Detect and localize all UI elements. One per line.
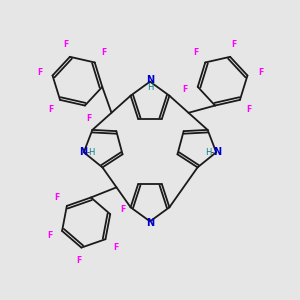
Text: F: F xyxy=(246,105,252,114)
Text: H: H xyxy=(205,148,212,157)
Text: F: F xyxy=(48,105,54,114)
Text: F: F xyxy=(37,68,42,77)
Text: N: N xyxy=(146,75,154,85)
Text: F: F xyxy=(182,85,188,94)
Text: N: N xyxy=(146,218,154,228)
Text: -: - xyxy=(86,148,89,157)
Text: F: F xyxy=(258,68,263,77)
Text: H: H xyxy=(88,148,95,157)
Text: -: - xyxy=(211,148,214,157)
Text: F: F xyxy=(113,243,118,252)
Text: N: N xyxy=(79,147,87,157)
Text: N: N xyxy=(213,147,221,157)
Text: F: F xyxy=(231,40,237,49)
Text: F: F xyxy=(63,40,69,49)
Text: F: F xyxy=(86,114,92,123)
Text: F: F xyxy=(120,205,125,214)
Text: F: F xyxy=(194,48,199,57)
Text: F: F xyxy=(76,256,82,265)
Text: F: F xyxy=(101,48,106,57)
Text: F: F xyxy=(54,193,59,202)
Text: F: F xyxy=(47,231,52,240)
Text: H: H xyxy=(147,83,153,92)
